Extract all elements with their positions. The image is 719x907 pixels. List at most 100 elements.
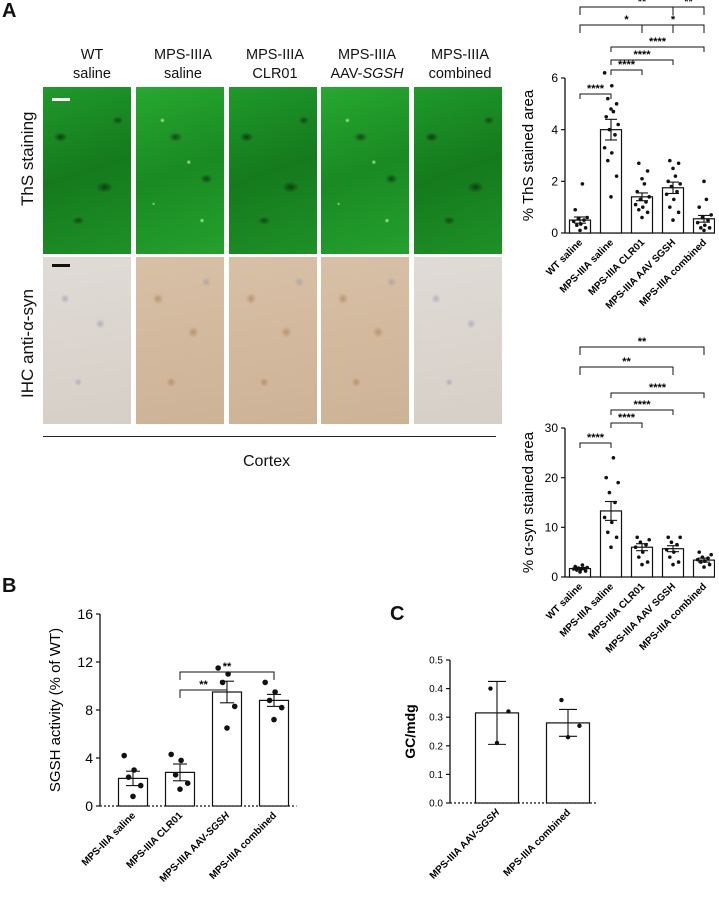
y-tick-label: 4 (551, 123, 558, 137)
significance-label: ** (638, 336, 647, 348)
data-point (668, 555, 672, 559)
data-point (613, 500, 617, 505)
data-point (676, 210, 681, 215)
data-point (606, 530, 610, 535)
data-point (638, 540, 643, 545)
y-tick-label: 20 (545, 471, 559, 485)
data-point (609, 195, 613, 199)
data-point (642, 182, 647, 186)
data-point (215, 665, 221, 671)
ths-image-mps-aav-sgsh (321, 87, 409, 254)
column-label-wt-saline: WT saline (46, 46, 138, 84)
y-tick-label: 2 (551, 175, 558, 189)
data-point (702, 223, 707, 228)
x-tick-label: MPS-IIIA saline (558, 581, 617, 640)
data-point (266, 697, 273, 704)
y-tick-label: 0.3 (429, 713, 443, 724)
data-point (272, 689, 278, 695)
data-point (576, 566, 581, 570)
data-point (633, 202, 638, 207)
data-point (709, 552, 713, 557)
data-point (607, 127, 612, 132)
y-axis-label: SGSH activity (% of WT) (47, 628, 64, 792)
data-point (585, 565, 589, 570)
y-tick-label: 4 (85, 750, 93, 766)
data-point (637, 207, 641, 212)
data-point (675, 542, 679, 547)
column-label-line2: AAV-SGSH (330, 66, 404, 82)
significance-label: ** (199, 679, 208, 691)
significance-bracket (579, 346, 705, 355)
panel-b-letter: B (2, 575, 17, 597)
y-tick-label: 12 (77, 654, 93, 670)
data-point (494, 740, 500, 746)
data-point (666, 535, 671, 540)
data-point (702, 179, 706, 184)
row-label-ihc: IHC anti-α-syn (18, 288, 37, 398)
data-point (576, 216, 581, 221)
data-point (583, 226, 588, 230)
y-tick-label: 30 (545, 421, 559, 435)
data-point (130, 793, 136, 800)
data-point (635, 535, 640, 540)
bar (211, 691, 243, 807)
data-point (637, 161, 641, 166)
data-point (702, 559, 707, 563)
data-point (278, 704, 285, 711)
data-point (668, 158, 672, 163)
x-tick-label: MPS-IIIA AAV-SGSH (428, 807, 503, 882)
data-point (635, 189, 640, 194)
data-point (604, 114, 609, 119)
data-point (137, 782, 144, 789)
data-point (640, 550, 645, 554)
data-point (224, 725, 230, 731)
data-point (676, 161, 681, 166)
ths-image-wt-saline (43, 87, 131, 254)
y-tick-label: 0.5 (429, 656, 443, 667)
significance-label: **** (633, 399, 651, 411)
data-point (611, 109, 616, 114)
data-point (177, 786, 183, 792)
significance-bracket (610, 69, 643, 75)
data-point (609, 151, 614, 155)
data-point (638, 197, 643, 202)
data-point (647, 537, 651, 542)
data-point (168, 751, 174, 758)
data-point (488, 686, 493, 691)
x-tick-label: MPS-IIIA combined (502, 807, 574, 879)
data-point (125, 774, 132, 780)
significance-label: ** (638, 0, 647, 8)
gc-chart: 0.0 0.1 0.2 0.3 0.4 0.5 GC/mdg MPS-IIIA AAV-SGS… (405, 656, 598, 882)
data-point (676, 560, 681, 564)
column-label-line2: saline (73, 66, 111, 82)
significance-bracket (579, 366, 674, 375)
y-tick-label: 0.0 (429, 799, 443, 810)
significance-bracket (579, 6, 705, 15)
significance-label: ** (622, 356, 631, 368)
data-point (616, 122, 620, 127)
data-point (640, 215, 644, 220)
data-point (706, 556, 710, 560)
significance-bracket (179, 671, 275, 680)
row-label-ths: ThS staining (18, 111, 37, 207)
data-point (121, 752, 127, 759)
data-point (582, 218, 586, 222)
data-point (559, 697, 564, 703)
ths-image-mps-combined (414, 87, 502, 254)
data-point (614, 102, 619, 106)
data-point (609, 545, 613, 549)
y-axis-label: GC/mdg (405, 704, 418, 758)
data-point (697, 205, 702, 209)
significance-label: ** (223, 661, 232, 673)
data-point (675, 189, 679, 194)
column-label-mps-combined: MPS-IIIA combined (414, 46, 506, 84)
data-point (640, 205, 645, 209)
x-tick-label: MPS-IIIA saline (558, 237, 617, 296)
column-label-line2: saline (164, 66, 202, 82)
bar (630, 196, 654, 234)
column-label-mps-aav-sgsh: MPS-IIIA AAV-SGSH (321, 46, 413, 84)
significance-label: **** (587, 432, 605, 444)
data-point (647, 195, 651, 199)
data-point (671, 562, 675, 567)
